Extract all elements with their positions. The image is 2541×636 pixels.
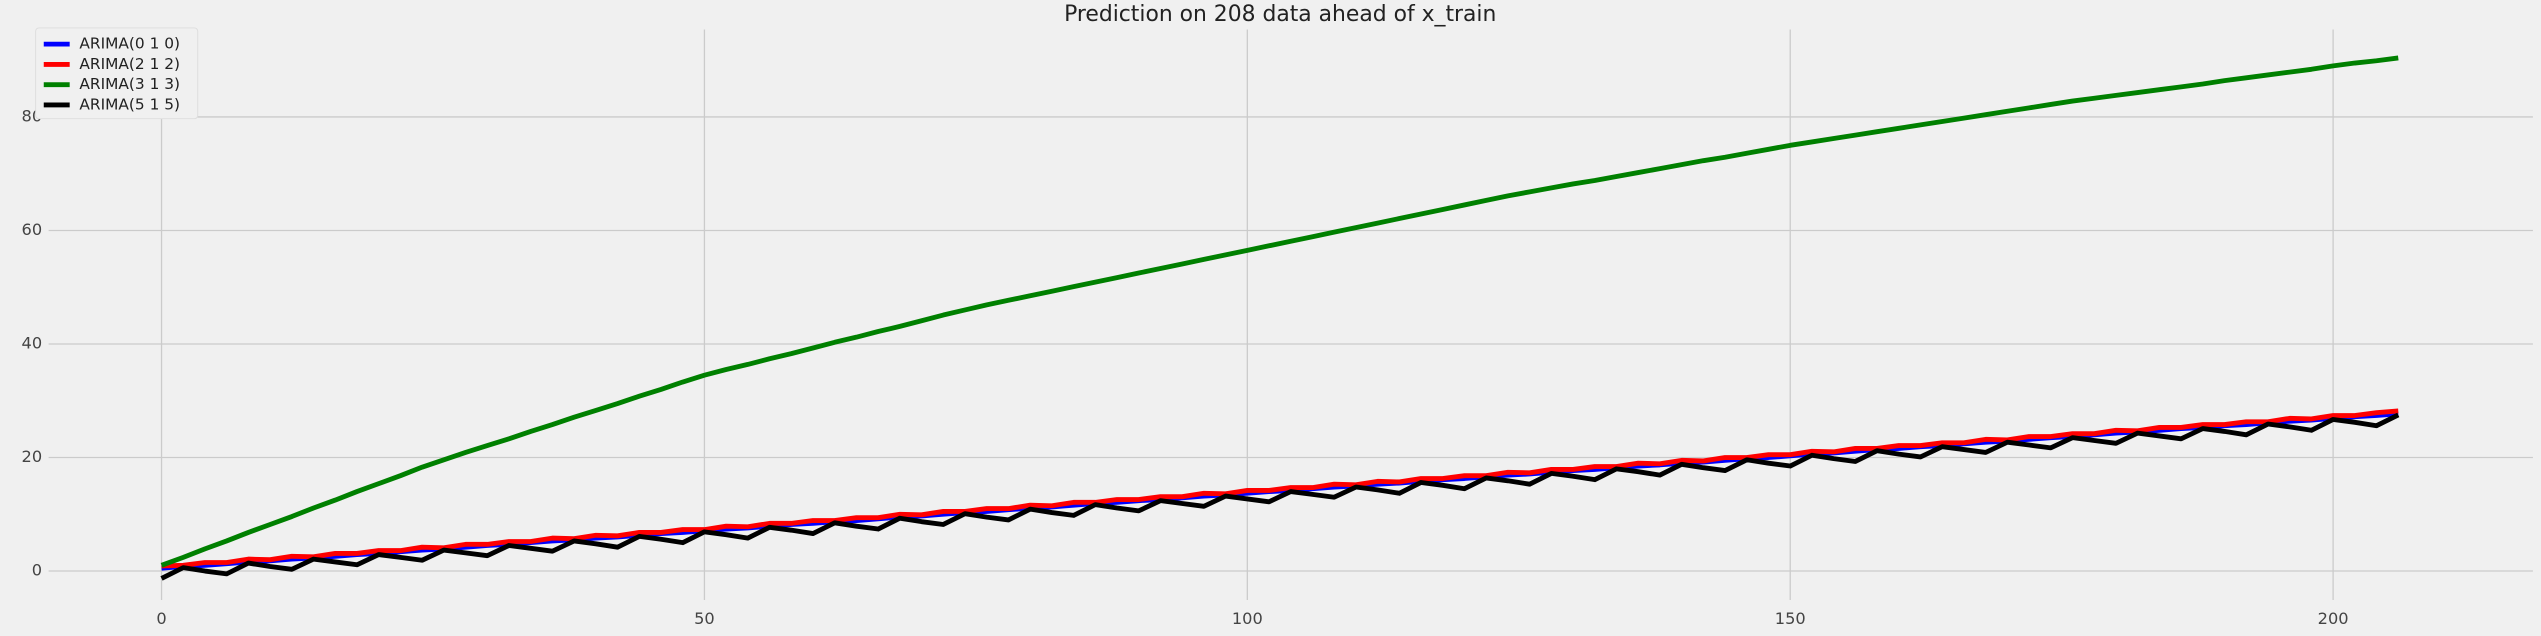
y-tick-label: 0 [32,561,42,580]
legend-label: ARIMA(2 1 2) [79,55,180,73]
series-line [160,55,2399,568]
legend-label: ARIMA(3 1 3) [79,75,180,93]
series-line [161,408,2399,569]
x-tick-label: 50 [694,609,715,628]
legend-label: ARIMA(5 1 5) [79,95,180,113]
y-tick-label: 40 [22,333,43,352]
x-tick-label: 200 [2318,609,2349,628]
series-line [160,412,2400,581]
x-tick-label: 0 [156,609,166,628]
chart-title: Prediction on 208 data ahead of x_train [1064,2,1496,27]
legend-box [35,27,199,120]
y-tick-label: 60 [22,220,43,239]
legend-label: ARIMA(0 1 0) [79,35,180,53]
x-tick-label: 150 [1775,609,1806,628]
y-tick-label: 20 [22,447,43,466]
x-tick-label: 100 [1232,609,1263,628]
